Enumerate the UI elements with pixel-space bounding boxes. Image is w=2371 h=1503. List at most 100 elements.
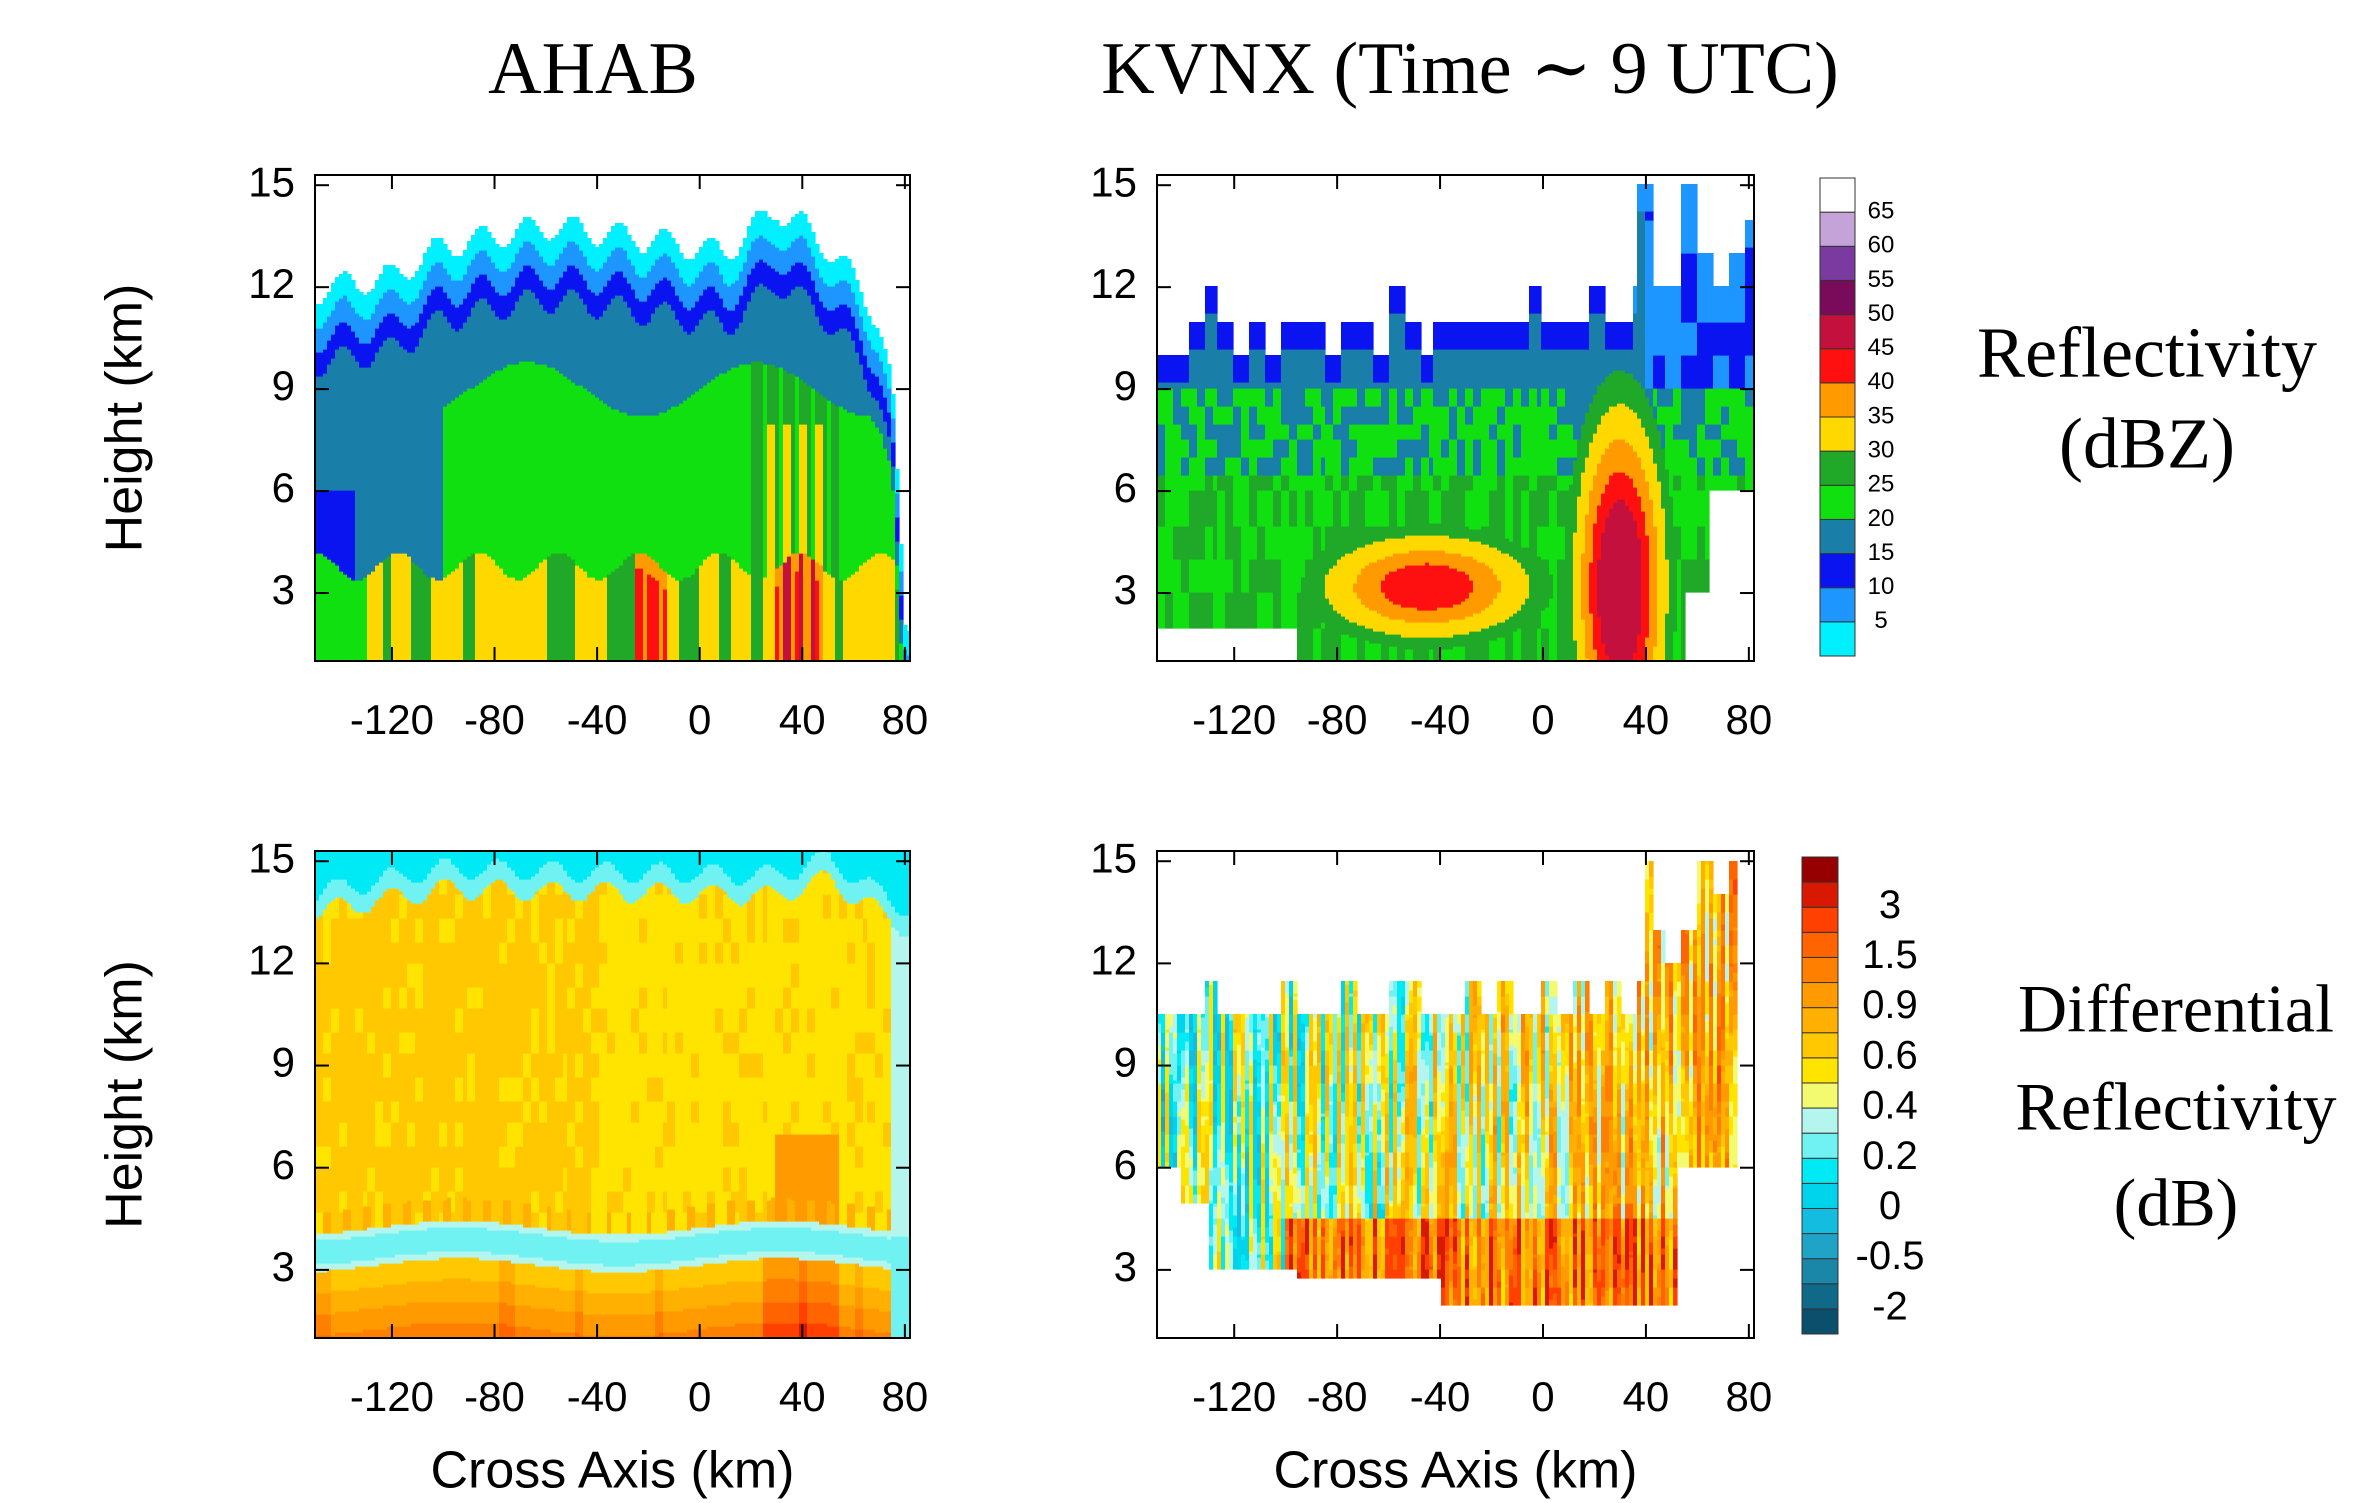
field-cell (1249, 322, 1254, 350)
field-cell (567, 1230, 572, 1240)
field-cell (499, 319, 504, 371)
field-cell (859, 851, 864, 880)
field-cell (1441, 637, 1446, 650)
field-cell (607, 1032, 612, 1054)
field-cell (539, 851, 544, 868)
field-cell (479, 1281, 484, 1303)
field-cell (459, 1122, 464, 1147)
field-cell (811, 388, 816, 560)
field-cell (411, 562, 416, 662)
field-cell (683, 1212, 688, 1231)
field-cell (1389, 286, 1394, 314)
field-cell (1465, 475, 1470, 491)
field-cell (419, 337, 424, 569)
field-cell (1553, 322, 1558, 350)
field-cell (855, 882, 860, 904)
field-cell (1189, 1158, 1194, 1168)
field-cell (431, 888, 436, 1168)
field-cell (1333, 565, 1338, 611)
field-cell (1245, 592, 1250, 629)
field-cell (787, 247, 792, 272)
field-cell (419, 265, 424, 290)
field-cell (1329, 1143, 1334, 1153)
field-cell (639, 918, 644, 943)
field-cell (1289, 996, 1294, 1015)
field-cell (455, 331, 460, 398)
field-cell (387, 1203, 392, 1228)
field-cell (799, 1281, 804, 1303)
field-cell (1445, 490, 1450, 536)
field-cell (1241, 592, 1246, 629)
field-cell (1209, 313, 1214, 389)
field-cell (787, 851, 792, 880)
field-cell (1221, 1236, 1226, 1270)
field-cell (1369, 610, 1374, 629)
field-cell (475, 553, 480, 662)
field-cell (1281, 1254, 1286, 1270)
field-cell (879, 385, 884, 410)
field-cell (647, 415, 652, 557)
field-cell (715, 864, 720, 886)
field-cell (1637, 418, 1642, 458)
field-cell (1281, 490, 1286, 629)
field-cell (727, 1101, 732, 1147)
field-cell (827, 286, 832, 311)
field-cell (431, 1302, 436, 1324)
field-cell (711, 851, 716, 865)
field-cell (1649, 211, 1654, 221)
field-cell (755, 1281, 760, 1303)
field-cell (335, 1263, 340, 1270)
field-cell (743, 903, 748, 1009)
field-cell (1169, 1014, 1174, 1027)
field-cell (1545, 322, 1550, 350)
field-cell (783, 1221, 788, 1228)
field-cell (507, 1326, 512, 1339)
field-cell (663, 864, 668, 886)
field-cell (583, 232, 588, 257)
field-cell (1253, 406, 1258, 440)
field-cell (1677, 439, 1682, 476)
field-cell (331, 918, 336, 1009)
field-cell (863, 331, 868, 356)
field-cell (1573, 439, 1578, 458)
field-cell (1433, 490, 1438, 524)
field-cell (591, 851, 596, 871)
field-cell (475, 897, 480, 988)
field-cell (879, 885, 884, 907)
field-cell (523, 1263, 528, 1285)
field-cell (327, 340, 332, 365)
field-cell (539, 1122, 544, 1213)
field-cell (1405, 622, 1410, 638)
field-cell (555, 1236, 560, 1261)
field-cell (1745, 388, 1750, 407)
field-cell (735, 1224, 740, 1231)
field-cell (507, 292, 512, 317)
field-cell (1193, 1185, 1198, 1195)
field-cell (439, 1251, 444, 1258)
field-cell (1393, 571, 1398, 605)
field-cell (851, 1233, 856, 1258)
field-cell (1289, 981, 1294, 997)
field-cell (683, 307, 688, 332)
field-cell (1649, 406, 1654, 449)
field-cell (783, 1323, 788, 1339)
field-cell (775, 568, 780, 587)
field-cell (1477, 529, 1482, 542)
field-cell (699, 319, 704, 389)
field-cell (659, 1077, 664, 1102)
field-cell (1301, 577, 1306, 662)
field-cell (1161, 1116, 1166, 1132)
field-cell (1665, 388, 1670, 407)
field-cell (571, 1311, 576, 1333)
field-cell (567, 1269, 572, 1291)
field-cell (803, 382, 808, 425)
field-cell (851, 292, 856, 317)
field-cell (883, 1236, 888, 1261)
field-cell (1461, 556, 1466, 572)
field-cell (527, 217, 532, 242)
field-cell (587, 238, 592, 266)
field-cell (1285, 322, 1290, 350)
field-cell (1237, 1185, 1242, 1237)
field-cell (767, 864, 772, 886)
field-cell (683, 283, 688, 308)
